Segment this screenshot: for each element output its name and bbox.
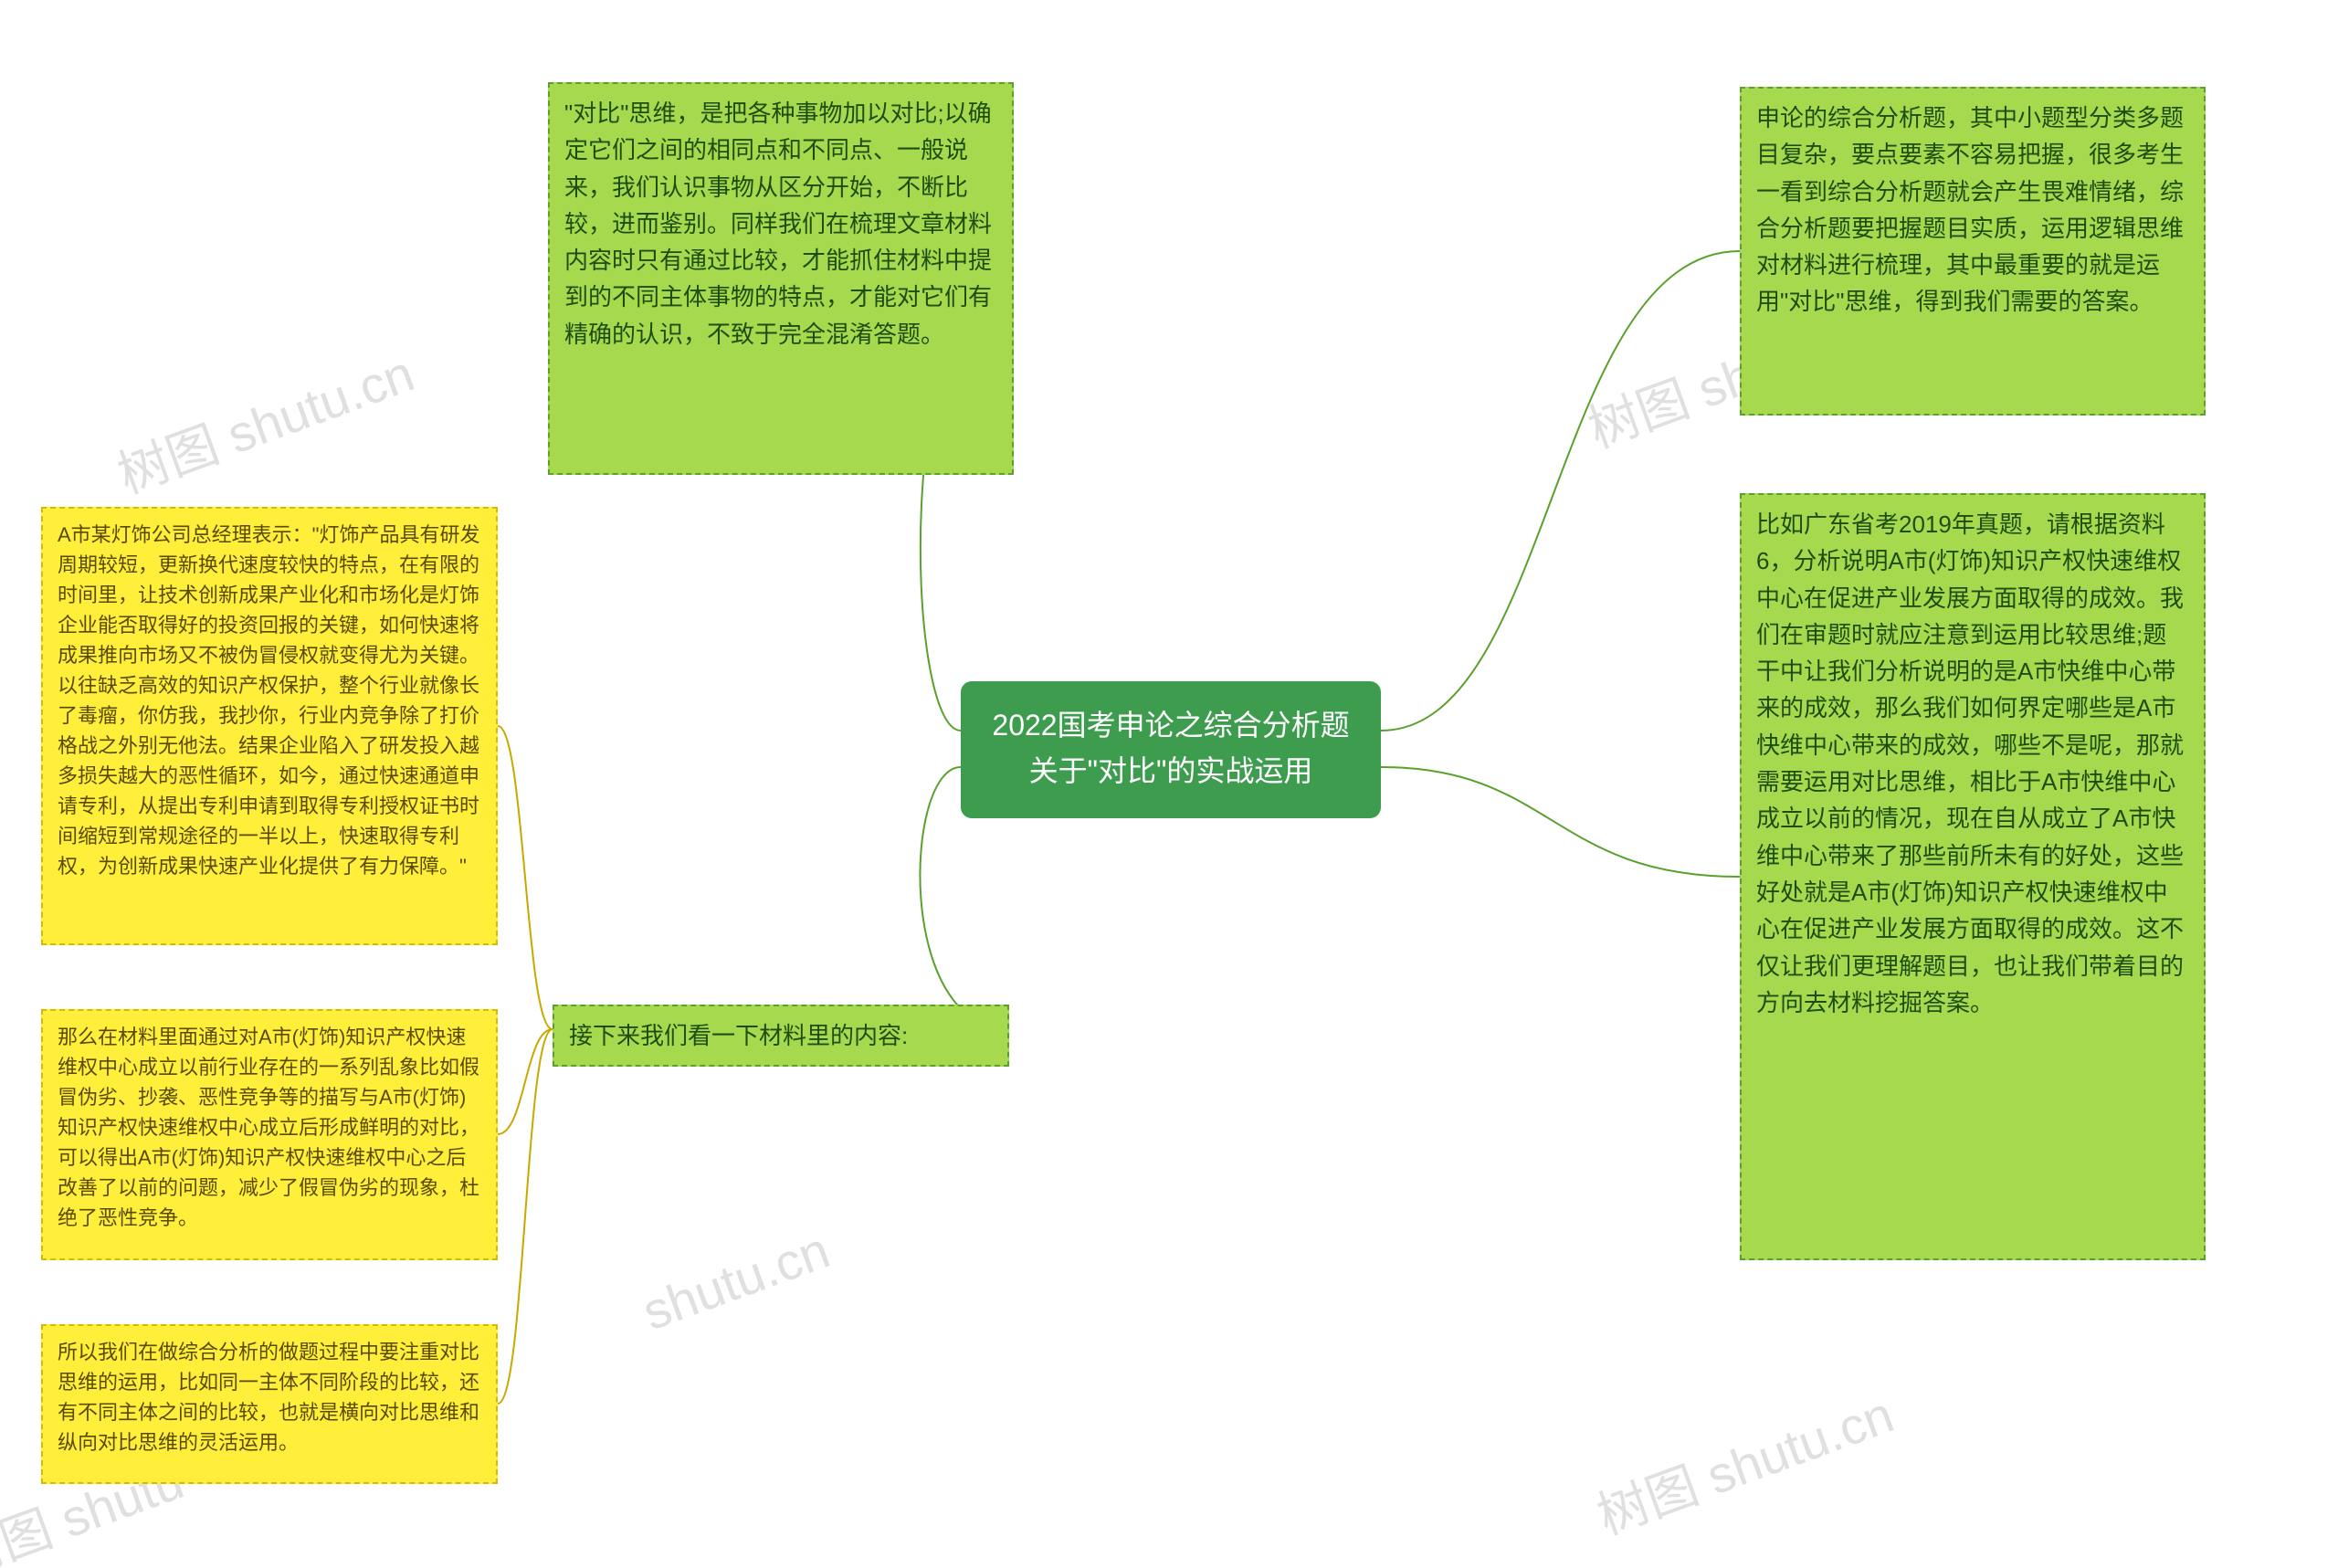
conn-material-yellow1 — [498, 726, 553, 1029]
conn-material-yellow2 — [498, 1029, 553, 1134]
node-example-2019[interactable]: 比如广东省考2019年真题，请根据资料6，分析说明A市(灯饰)知识产权快速维权中… — [1740, 493, 2206, 1260]
node-material-label[interactable]: 接下来我们看一下材料里的内容: — [553, 1005, 1009, 1067]
node-analysis-intro[interactable]: 申论的综合分析题，其中小题型分类多题目复杂，要点要素不容易把握，很多考生一看到综… — [1740, 87, 2206, 416]
watermark: 树图 shutu.cn — [106, 332, 423, 508]
watermark: shutu.cn — [635, 1220, 837, 1342]
node-conclusion[interactable]: 所以我们在做综合分析的做题过程中要注重对比思维的运用，比如同一主体不同阶段的比较… — [41, 1324, 498, 1484]
mindmap-center[interactable]: 2022国考申论之综合分析题关于"对比"的实战运用 — [961, 681, 1381, 818]
conn-center-righttop — [1381, 251, 1740, 731]
conn-material-yellow3 — [498, 1029, 553, 1404]
watermark: 树图 shutu.cn — [1585, 1373, 1902, 1549]
node-material-contrast[interactable]: 那么在材料里面通过对A市(灯饰)知识产权快速维权中心成立以前行业存在的一系列乱象… — [41, 1009, 498, 1260]
node-definition[interactable]: "对比"思维，是把各种事物加以对比;以确定它们之间的相同点和不同点、一般说来，我… — [548, 82, 1014, 475]
node-material-quote[interactable]: A市某灯饰公司总经理表示："灯饰产品具有研发周期较短，更新换代速度较快的特点，在… — [41, 507, 498, 945]
conn-center-rightbot — [1381, 767, 1740, 877]
